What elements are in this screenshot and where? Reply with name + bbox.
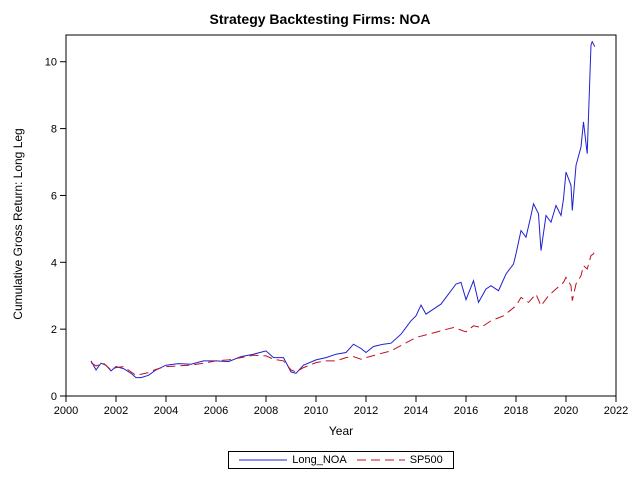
x-tick-label: 2000 (54, 405, 78, 417)
y-axis-label: Cumulative Gross Return: Long Leg (11, 128, 25, 320)
legend-item-sp500: SP500 (356, 454, 443, 466)
x-tick-label: 2004 (154, 405, 178, 417)
series-line-long-noa (90, 40, 596, 379)
x-tick-label: 2006 (204, 405, 228, 417)
legend-swatch-long-noa (239, 459, 288, 461)
legend-swatch-sp500 (356, 459, 405, 461)
y-tick-label: 0 (51, 391, 57, 403)
y-tick-label: 10 (45, 57, 57, 69)
y-tick-label: 4 (51, 257, 57, 269)
x-tick-label: 2002 (104, 405, 128, 417)
legend-label-sp500: SP500 (409, 454, 443, 466)
legend-item-long-noa: Long_NOA (239, 454, 347, 466)
x-tick-label: 2018 (504, 405, 528, 417)
x-tick-label: 2016 (454, 405, 478, 417)
x-tick-label: 2014 (404, 405, 428, 417)
plot-frame (65, 34, 617, 397)
legend-label-long-noa: Long_NOA (292, 454, 347, 466)
x-axis-label: Year (328, 424, 354, 438)
series-line-sp500 (90, 250, 596, 376)
chart-title: Strategy Backtesting Firms: NOA (209, 11, 431, 27)
y-tick-label: 8 (51, 124, 57, 136)
x-tick-label: 2022 (604, 405, 628, 417)
x-tick-label: 2008 (254, 405, 278, 417)
x-tick-label: 2012 (354, 405, 378, 417)
x-tick-label: 2020 (554, 405, 578, 417)
y-tick-label: 2 (51, 324, 57, 336)
x-tick-label: 2010 (304, 405, 328, 417)
legend: Long_NOA SP500 (228, 451, 454, 469)
y-tick-label: 6 (51, 190, 57, 202)
